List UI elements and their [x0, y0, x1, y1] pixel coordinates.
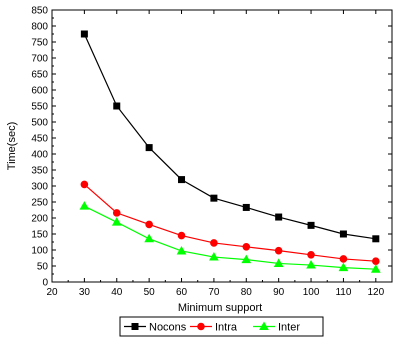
data-point-nocons [275, 213, 283, 221]
y-tick-label: 50 [37, 262, 49, 273]
plot-area [51, 9, 393, 283]
data-point-intra [307, 251, 315, 259]
y-tick-label: 500 [31, 118, 48, 129]
data-point-nocons [242, 203, 250, 211]
data-point-intra [372, 257, 380, 266]
legend-label: Inter [278, 322, 300, 334]
data-point-inter [241, 254, 252, 264]
data-point-intra [112, 209, 121, 217]
x-axis-title: Minimum support [178, 302, 262, 314]
series-intra [80, 180, 380, 266]
data-point-nocons [372, 235, 380, 243]
y-tick-label: 200 [31, 214, 48, 225]
legend-label: Intra [215, 322, 238, 334]
y-tick-label: 250 [31, 198, 48, 209]
series-line-inter [84, 205, 376, 270]
series-inter [79, 201, 381, 273]
x-tick-label: 110 [335, 287, 351, 298]
legend-label: Nocons [149, 322, 187, 334]
series-nocons [80, 30, 380, 243]
y-tick-label: 300 [31, 182, 48, 193]
legend: Nocons Intra Inter [119, 316, 324, 337]
y-tick-label: 800 [31, 22, 48, 33]
data-point-nocons [339, 230, 347, 238]
y-tick-label: 550 [31, 102, 48, 113]
y-tick-label: 700 [31, 54, 48, 65]
data-point-nocons [307, 221, 315, 229]
data-point-nocons [178, 176, 186, 184]
data-point-nocons [145, 144, 153, 152]
data-point-inter [176, 245, 187, 255]
x-tick-label: 100 [303, 287, 320, 298]
x-tick-label: 90 [273, 287, 285, 298]
series-line-intra [83, 183, 376, 262]
data-point-inter [273, 258, 284, 267]
y-tick-label: 100 [31, 246, 48, 257]
data-point-intra [210, 239, 218, 247]
legend-marker [197, 322, 205, 331]
legend-box [119, 316, 324, 337]
y-axis: 0 50 100 150 200 250 300 350 400 450 500 550 600 650 7… [31, 6, 392, 289]
y-axis-title: Time(sec) [6, 122, 18, 170]
data-point-intra [80, 180, 89, 189]
y-tick-label: 600 [31, 86, 48, 97]
x-tick-label: 40 [111, 287, 123, 298]
data-point-inter [79, 201, 90, 210]
x-tick-label: 70 [208, 287, 220, 298]
y-tick-label: 350 [31, 166, 48, 177]
data-point-inter [370, 264, 381, 273]
data-point-inter [338, 262, 349, 272]
x-tick-label: 80 [241, 287, 253, 298]
x-tick-label: 60 [176, 287, 188, 298]
legend-item-inter: Inter [253, 321, 300, 334]
data-point-nocons [113, 102, 121, 110]
data-point-intra [177, 231, 186, 240]
y-tick-label: 650 [31, 70, 48, 81]
y-tick-label: 750 [31, 38, 48, 49]
y-tick-label: 400 [31, 150, 48, 161]
data-point-inter [209, 252, 219, 261]
data-point-inter [306, 260, 316, 269]
data-point-inter [111, 217, 122, 226]
legend-item-nocons: Nocons [124, 322, 187, 334]
data-point-inter [144, 233, 155, 243]
data-point-intra [339, 255, 348, 263]
data-point-nocons [210, 194, 218, 202]
x-tick-label: 30 [79, 287, 91, 298]
data-point-intra [145, 220, 153, 229]
legend-marker [131, 323, 139, 330]
x-tick-label: 20 [46, 287, 58, 298]
y-tick-label: 450 [31, 134, 48, 145]
y-tick-label: 0 [42, 278, 48, 289]
data-point-intra [274, 246, 283, 255]
x-tick-label: 50 [144, 287, 156, 298]
series-line-nocons [83, 33, 376, 240]
data-point-nocons [80, 30, 88, 38]
x-axis: 20 30 40 50 60 70 80 90 100 110 120 [46, 10, 393, 298]
series-layer [79, 30, 381, 273]
data-point-intra [242, 243, 251, 251]
y-tick-label: 850 [31, 6, 48, 17]
legend-marker [259, 321, 269, 330]
legend-item-intra: Intra [190, 322, 238, 334]
y-tick-label: 150 [31, 230, 48, 241]
x-tick-label: 120 [367, 287, 384, 298]
